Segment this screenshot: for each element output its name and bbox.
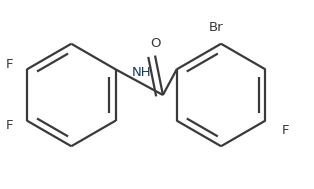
Text: F: F xyxy=(5,58,13,71)
Text: F: F xyxy=(281,124,289,137)
Text: F: F xyxy=(5,119,13,132)
Text: O: O xyxy=(150,37,160,50)
Text: Br: Br xyxy=(209,22,224,34)
Text: NH: NH xyxy=(132,66,151,79)
